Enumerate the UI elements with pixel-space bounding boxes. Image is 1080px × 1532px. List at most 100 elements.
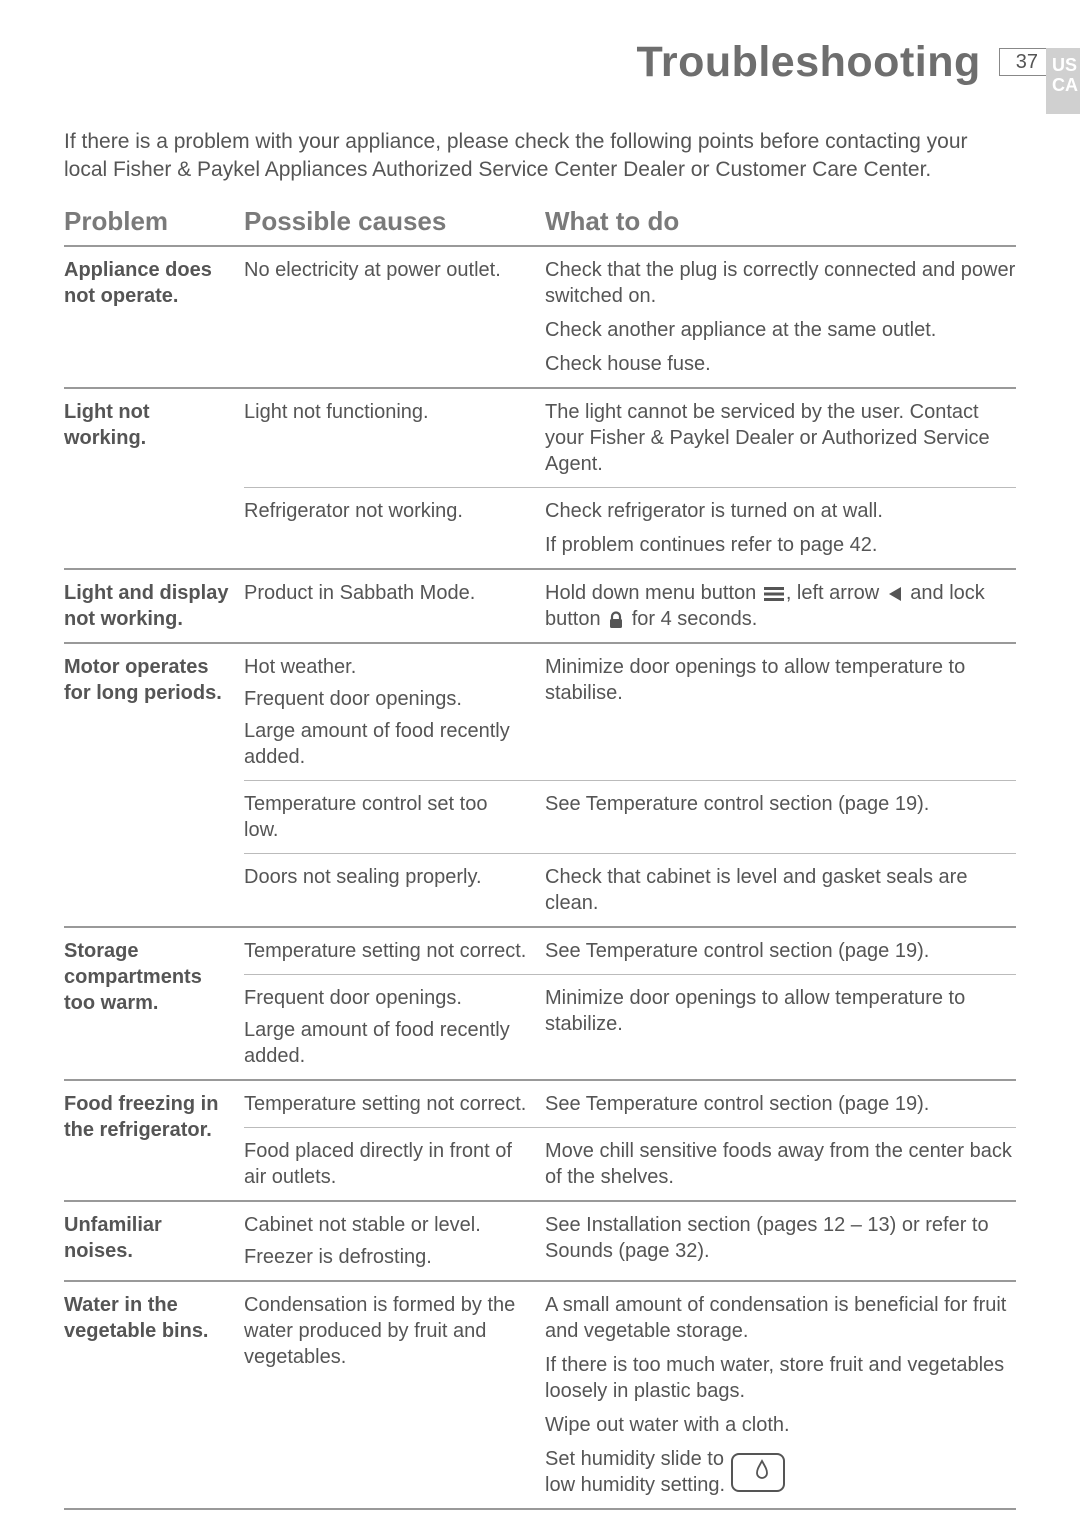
action-text: Check that cabinet is level and gasket s… [545, 864, 1016, 916]
page-number: 37 [999, 48, 1046, 76]
cause-cell: Food placed directly in front of air out… [244, 1128, 539, 1200]
cause-row: Refrigerator not working. Check refrigera… [244, 488, 1016, 568]
cause-cell: Temperature control set too low. [244, 781, 539, 853]
problem-cell: Motor operates for long periods. [64, 644, 244, 926]
region-us: US [1052, 56, 1074, 76]
cause-text: Condensation is formed by the water prod… [244, 1292, 527, 1370]
troubleshooting-table: Problem Possible causes What to do Appli… [64, 196, 1016, 1510]
causes-column: Temperature setting not correct. See Temp… [244, 1081, 1016, 1200]
cause-text: Temperature setting not correct. [244, 938, 527, 964]
action-text: A small amount of condensation is benefi… [545, 1292, 1016, 1344]
cause-text: Hot weather. [244, 654, 527, 680]
cause-text: Food placed directly in front of air out… [244, 1138, 527, 1190]
problem-cell: Light not working. [64, 389, 244, 568]
cause-cell: Temperature setting not correct. [244, 928, 539, 974]
cause-row: Condensation is formed by the water prod… [244, 1282, 1016, 1508]
table-row: Water in the vegetable bins.Condensation… [64, 1282, 1016, 1510]
humidity-line1: Set humidity slide to [545, 1446, 725, 1472]
cause-text: Large amount of food recently added. [244, 718, 527, 770]
action-text: Check another appliance at the same outl… [545, 317, 1016, 343]
causes-column: Temperature setting not correct. See Temp… [244, 928, 1016, 1079]
cause-row: Temperature control set too low. See Temp… [244, 781, 1016, 854]
action-cell: Hold down menu button , left arrow and l… [539, 570, 1016, 642]
cause-row: No electricity at power outlet. Check tha… [244, 247, 1016, 387]
cause-cell: Refrigerator not working. [244, 488, 539, 568]
action-text: See Installation section (pages 12 – 13)… [545, 1212, 1016, 1264]
cause-cell: Cabinet not stable or level.Freezer is d… [244, 1202, 539, 1280]
left-arrow-icon [887, 586, 903, 602]
action-cell: Check that cabinet is level and gasket s… [539, 854, 1016, 926]
page-header: Troubleshooting 37 US CA [636, 38, 1080, 114]
page-title: Troubleshooting [636, 38, 980, 87]
table-row: Food freezing in the refrigerator.Temper… [64, 1081, 1016, 1202]
table-header: Problem Possible causes What to do [64, 196, 1016, 247]
action-text: Check refrigerator is turned on at wall. [545, 498, 1016, 524]
intro-text: If there is a problem with your applianc… [64, 128, 1016, 185]
cause-row: Hot weather. Frequent door openings. Large… [244, 644, 1016, 781]
table-row: Light and display not working.Product in… [64, 570, 1016, 644]
lock-icon [608, 611, 624, 629]
cause-text: Temperature control set too low. [244, 791, 527, 843]
cause-text: Freezer is defrosting. [244, 1244, 527, 1270]
causes-column: Condensation is formed by the water prod… [244, 1282, 1016, 1508]
problem-cell: Light and display not working. [64, 570, 244, 642]
cause-text: Frequent door openings. [244, 985, 527, 1011]
cause-text: Light not functioning. [244, 399, 527, 425]
table-row: Appliance does not operate.No electricit… [64, 247, 1016, 389]
cause-cell: Hot weather. Frequent door openings. Large… [244, 644, 539, 780]
action-text-humidity: Set humidity slide tolow humidity settin… [545, 1446, 1016, 1498]
problem-cell: Food freezing in the refrigerator. [64, 1081, 244, 1200]
action-text: The light cannot be serviced by the user… [545, 399, 1016, 477]
causes-column: No electricity at power outlet. Check tha… [244, 247, 1016, 387]
action-cell: See Installation section (pages 12 – 13)… [539, 1202, 1016, 1280]
action-cell: Check that the plug is correctly connect… [539, 247, 1016, 387]
causes-column: Product in Sabbath Mode. Hold down menu b… [244, 570, 1016, 642]
cause-row: Light not functioning. The light cannot b… [244, 389, 1016, 488]
table-row: Storage compartments too warm.Temperatur… [64, 928, 1016, 1081]
cause-row: Cabinet not stable or level.Freezer is d… [244, 1202, 1016, 1280]
cause-text: Product in Sabbath Mode. [244, 580, 527, 606]
problem-cell: Unfamiliar noises. [64, 1202, 244, 1280]
cause-cell: Doors not sealing properly. [244, 854, 539, 926]
cause-row: Doors not sealing properly.Check that ca… [244, 854, 1016, 926]
col-header-action: What to do [539, 206, 1016, 237]
problem-cell: Water in the vegetable bins. [64, 1282, 244, 1508]
humidity-line2: low humidity setting. [545, 1472, 725, 1498]
cause-cell: No electricity at power outlet. [244, 247, 539, 387]
menu-icon [764, 587, 784, 601]
cause-cell: Light not functioning. [244, 389, 539, 487]
action-cell: The light cannot be serviced by the user… [539, 389, 1016, 487]
table-row: Unfamiliar noises.Cabinet not stable or … [64, 1202, 1016, 1282]
action-text: Check house fuse. [545, 351, 1016, 377]
action-text: See Temperature control section (page 19… [545, 938, 1016, 964]
col-header-problem: Problem [64, 206, 244, 237]
table-row: Light not working.Light not functioning.… [64, 389, 1016, 570]
action-text: Wipe out water with a cloth. [545, 1412, 1016, 1438]
action-cell: A small amount of condensation is benefi… [539, 1282, 1016, 1508]
cause-row: Temperature setting not correct. See Temp… [244, 928, 1016, 975]
action-cell: See Temperature control section (page 19… [539, 781, 1016, 853]
region-tag: US CA [1046, 48, 1080, 114]
problem-cell: Storage compartments too warm. [64, 928, 244, 1079]
action-text: If there is too much water, store fruit … [545, 1352, 1016, 1404]
cause-cell: Frequent door openings.Large amount of f… [244, 975, 539, 1079]
cause-text: Temperature setting not correct. [244, 1091, 527, 1117]
action-text: See Temperature control section (page 19… [545, 791, 1016, 817]
cause-text: Frequent door openings. [244, 686, 527, 712]
causes-column: Hot weather. Frequent door openings. Large… [244, 644, 1016, 926]
cause-text: Refrigerator not working. [244, 498, 527, 524]
action-cell: Move chill sensitive foods away from the… [539, 1128, 1016, 1200]
action-text: Minimize door openings to allow temperat… [545, 654, 1016, 706]
action-text: Hold down menu button , left arrow and l… [545, 580, 1016, 632]
region-ca: CA [1052, 76, 1074, 96]
action-text: Check that the plug is correctly connect… [545, 257, 1016, 309]
causes-column: Light not functioning. The light cannot b… [244, 389, 1016, 568]
cause-row: Product in Sabbath Mode. Hold down menu b… [244, 570, 1016, 642]
action-cell: Minimize door openings to allow temperat… [539, 644, 1016, 780]
action-text: See Temperature control section (page 19… [545, 1091, 1016, 1117]
action-text: If problem continues refer to page 42. [545, 532, 1016, 558]
cause-cell: Temperature setting not correct. [244, 1081, 539, 1127]
cause-text: No electricity at power outlet. [244, 257, 527, 283]
humidity-icon [731, 1453, 785, 1492]
cause-cell: Condensation is formed by the water prod… [244, 1282, 539, 1508]
